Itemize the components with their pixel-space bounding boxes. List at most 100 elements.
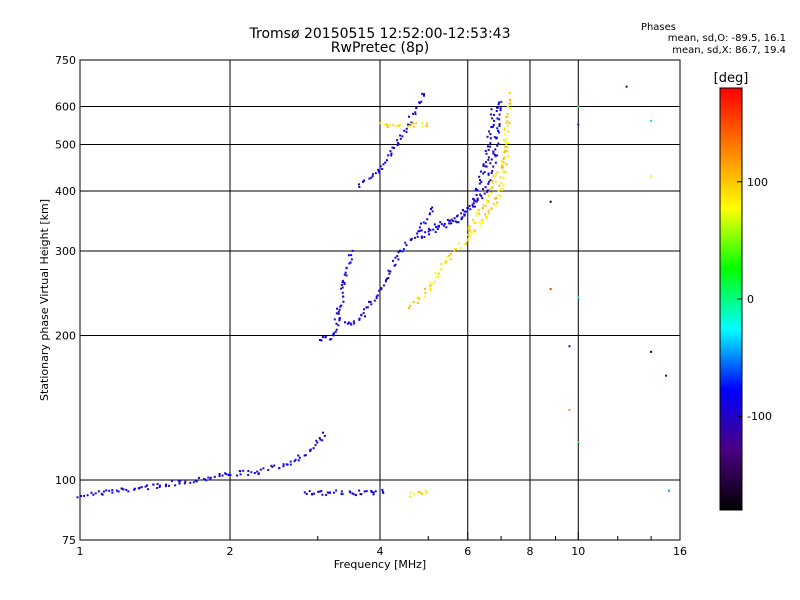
- data-point: [385, 123, 388, 126]
- data-point: [498, 123, 501, 126]
- data-point: [472, 219, 475, 222]
- data-point: [467, 238, 470, 241]
- data-point: [358, 489, 361, 492]
- data-point: [650, 174, 653, 177]
- data-point: [466, 239, 469, 242]
- y-axis-label: Stationary phase Virtual Height [km]: [38, 199, 51, 401]
- data-point: [412, 301, 415, 304]
- data-point: [490, 108, 493, 111]
- data-point: [434, 231, 437, 234]
- data-point: [357, 183, 360, 186]
- data-point: [375, 297, 378, 300]
- data-point: [419, 229, 422, 232]
- data-point: [497, 129, 500, 132]
- data-point: [408, 124, 411, 127]
- data-point: [494, 172, 497, 175]
- data-point: [320, 490, 323, 493]
- data-point: [484, 186, 487, 189]
- data-point: [358, 317, 361, 320]
- data-point: [325, 494, 328, 497]
- data-point: [486, 190, 489, 193]
- data-point: [337, 324, 340, 327]
- data-point: [335, 328, 338, 331]
- data-point: [492, 123, 495, 126]
- y-tick-label: 750: [55, 54, 76, 67]
- data-point: [485, 217, 488, 220]
- data-point: [384, 280, 387, 283]
- data-point: [437, 275, 440, 278]
- data-point: [390, 152, 393, 155]
- data-point: [379, 122, 382, 125]
- data-point: [224, 472, 227, 475]
- data-point: [335, 489, 338, 492]
- data-point: [374, 172, 377, 175]
- data-point: [489, 142, 492, 145]
- data-point: [479, 179, 482, 182]
- data-point: [482, 163, 485, 166]
- data-point: [420, 236, 423, 239]
- data-point: [352, 320, 355, 323]
- data-point: [486, 145, 489, 148]
- data-point: [486, 189, 489, 192]
- data-point: [398, 124, 401, 127]
- data-point: [111, 491, 114, 494]
- data-point: [342, 295, 345, 298]
- data-point: [496, 117, 499, 120]
- data-point: [577, 441, 580, 444]
- data-point: [416, 235, 419, 238]
- data-point: [475, 200, 478, 203]
- data-point: [103, 490, 106, 493]
- chart-title: Tromsø 20150515 12:52:00-12:53:43: [249, 26, 511, 42]
- data-point: [421, 122, 424, 125]
- data-point: [383, 123, 386, 126]
- data-point: [147, 488, 150, 491]
- data-point: [341, 281, 344, 284]
- data-point: [493, 175, 496, 178]
- data-point: [125, 488, 128, 491]
- data-point: [158, 484, 161, 487]
- data-point: [218, 475, 221, 478]
- data-point: [463, 213, 466, 216]
- data-point: [476, 188, 479, 191]
- data-point: [259, 468, 262, 471]
- data-point: [502, 160, 505, 163]
- data-point: [382, 163, 385, 166]
- data-point: [506, 146, 509, 149]
- data-point: [460, 217, 463, 220]
- data-point: [476, 211, 479, 214]
- data-point: [365, 490, 368, 493]
- data-point: [484, 161, 487, 164]
- data-point: [505, 163, 508, 166]
- colorbar-tick-label: 0: [747, 293, 754, 306]
- data-point: [319, 438, 322, 441]
- data-point: [429, 289, 432, 292]
- data-point: [337, 312, 340, 315]
- data-point: [289, 460, 292, 463]
- data-point: [86, 494, 89, 497]
- data-point: [399, 137, 402, 140]
- data-point: [416, 232, 419, 235]
- data-point: [337, 310, 340, 313]
- data-point: [324, 335, 327, 338]
- data-point: [308, 490, 311, 493]
- data-point: [242, 469, 245, 472]
- data-point: [472, 202, 475, 205]
- data-point: [461, 208, 464, 211]
- x-tick-label: 2: [227, 545, 234, 558]
- data-point: [484, 213, 487, 216]
- data-point: [412, 125, 415, 128]
- data-point: [239, 470, 242, 473]
- data-point: [455, 221, 458, 224]
- data-point: [465, 242, 468, 245]
- data-point: [418, 226, 421, 229]
- data-point: [391, 146, 394, 149]
- data-point: [381, 488, 384, 491]
- data-point: [348, 490, 351, 493]
- data-point: [351, 249, 354, 252]
- data-point: [431, 210, 434, 213]
- data-point: [487, 156, 490, 159]
- data-point: [494, 155, 497, 158]
- data-point: [298, 456, 301, 459]
- data-point: [360, 493, 363, 496]
- data-point: [363, 490, 366, 493]
